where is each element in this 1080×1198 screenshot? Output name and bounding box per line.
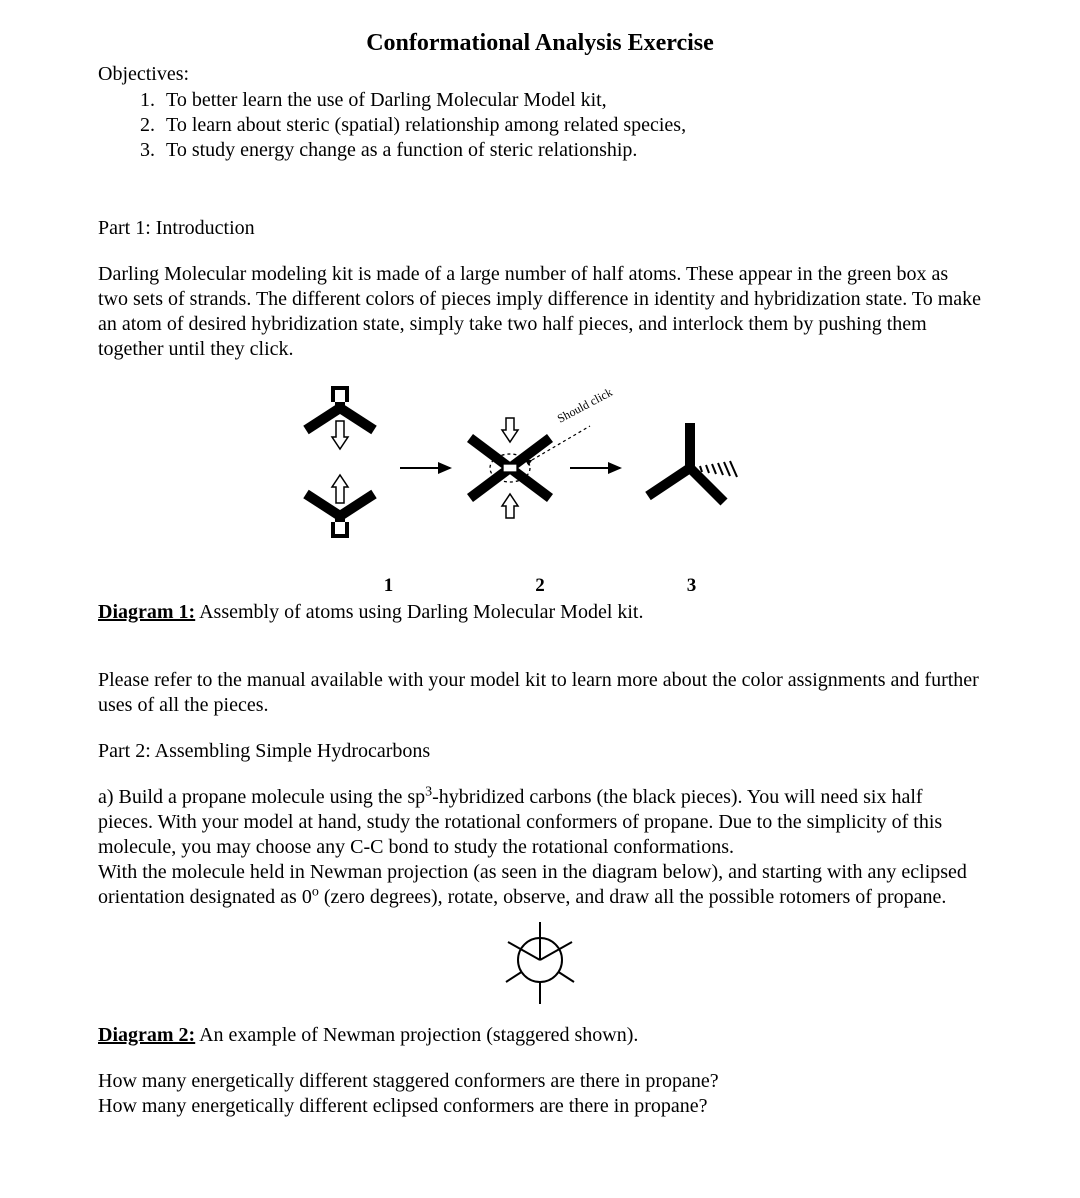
superscript: o xyxy=(312,884,319,899)
list-item: To learn about steric (spatial) relation… xyxy=(160,113,982,138)
part2-heading: Part 2: Assembling Simple Hydrocarbons xyxy=(98,740,982,763)
questions: How many energetically different stagger… xyxy=(98,1069,982,1119)
diagram2-svg xyxy=(485,910,595,1015)
page-title: Conformational Analysis Exercise xyxy=(98,30,982,57)
diagram2 xyxy=(98,910,982,1020)
diagram1-step-numbers: 1 2 3 xyxy=(98,575,982,597)
question: How many energetically different eclipse… xyxy=(98,1094,982,1119)
diagram1-svg: Should click xyxy=(260,368,820,568)
part2-paragraph-a: a) Build a propane molecule using the sp… xyxy=(98,785,982,860)
step-number: 2 xyxy=(535,575,545,597)
step-number: 3 xyxy=(687,575,697,597)
objectives-list: To better learn the use of Darling Molec… xyxy=(98,88,982,163)
diagram1-annotation: Should click xyxy=(555,385,615,426)
text-segment: a) Build a propane molecule using the sp xyxy=(98,786,425,808)
diagram2-caption-text: An example of Newman projection (stagger… xyxy=(195,1024,638,1046)
list-item: To study energy change as a function of … xyxy=(160,138,982,163)
part1-heading: Part 1: Introduction xyxy=(98,217,982,240)
diagram1: Should click 1 2 xyxy=(98,368,982,597)
list-item: To better learn the use of Darling Molec… xyxy=(160,88,982,113)
part1-paragraph: Darling Molecular modeling kit is made o… xyxy=(98,262,982,362)
diagram1-caption: Diagram 1: Assembly of atoms using Darli… xyxy=(98,601,982,624)
step-number: 1 xyxy=(384,575,394,597)
document-page: Conformational Analysis Exercise Objecti… xyxy=(0,0,1080,1198)
diagram1-label: Diagram 1: xyxy=(98,601,195,623)
diagram2-caption: Diagram 2: An example of Newman projecti… xyxy=(98,1024,982,1047)
diagram1-caption-text: Assembly of atoms using Darling Molecula… xyxy=(195,601,643,623)
part2-paragraph-b: With the molecule held in Newman project… xyxy=(98,860,982,910)
diagram2-label: Diagram 2: xyxy=(98,1024,195,1046)
text-segment: (zero degrees), rotate, observe, and dra… xyxy=(319,886,947,908)
objectives-heading: Objectives: xyxy=(98,63,982,86)
question: How many energetically different stagger… xyxy=(98,1069,982,1094)
manual-note: Please refer to the manual available wit… xyxy=(98,668,982,718)
